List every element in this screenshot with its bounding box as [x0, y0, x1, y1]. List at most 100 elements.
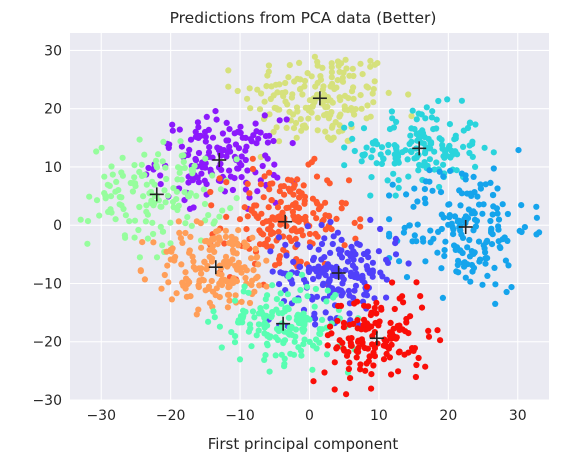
- data-point: [361, 125, 367, 131]
- data-point: [313, 215, 319, 221]
- data-point: [324, 351, 330, 357]
- data-point: [420, 239, 426, 245]
- data-point: [297, 76, 303, 82]
- data-point: [487, 218, 493, 224]
- data-point: [298, 348, 304, 354]
- data-point: [332, 386, 338, 392]
- data-point: [329, 125, 335, 131]
- data-point: [187, 234, 193, 240]
- data-point: [337, 97, 343, 103]
- data-point: [289, 227, 295, 233]
- data-point: [257, 305, 263, 311]
- data-point: [304, 284, 310, 290]
- data-point: [266, 133, 272, 139]
- data-point: [132, 218, 138, 224]
- data-point: [229, 237, 235, 243]
- data-point: [246, 190, 252, 196]
- data-point: [314, 174, 320, 180]
- data-point: [518, 202, 524, 208]
- data-point: [345, 349, 351, 355]
- data-point: [251, 289, 257, 295]
- data-point: [207, 189, 213, 195]
- data-point: [433, 159, 439, 165]
- data-point: [232, 263, 238, 269]
- data-point: [273, 352, 279, 358]
- data-point: [335, 58, 341, 64]
- data-point: [101, 190, 107, 196]
- data-point: [173, 196, 179, 202]
- data-point: [99, 145, 105, 151]
- data-point: [414, 198, 420, 204]
- data-point: [305, 116, 311, 122]
- data-point: [179, 144, 185, 150]
- data-point: [349, 343, 355, 349]
- data-point: [218, 272, 224, 278]
- data-point: [438, 265, 444, 271]
- data-point: [427, 156, 433, 162]
- data-point: [497, 244, 503, 250]
- data-point: [144, 182, 150, 188]
- data-point: [93, 148, 99, 154]
- data-point: [307, 244, 313, 250]
- data-point: [365, 303, 371, 309]
- data-point: [476, 259, 482, 265]
- data-point: [174, 290, 180, 296]
- data-point: [206, 127, 212, 133]
- data-point: [393, 251, 399, 257]
- data-point: [453, 133, 459, 139]
- data-point: [434, 250, 440, 256]
- data-point: [255, 261, 261, 267]
- data-point: [473, 223, 479, 229]
- data-point: [214, 285, 220, 291]
- data-point: [223, 254, 229, 260]
- data-point: [457, 202, 463, 208]
- data-point: [297, 287, 303, 293]
- data-point: [103, 195, 109, 201]
- data-point: [244, 96, 250, 102]
- data-point: [269, 313, 275, 319]
- data-point: [264, 333, 270, 339]
- data-point: [368, 312, 374, 318]
- data-point: [237, 356, 243, 362]
- data-point: [385, 142, 391, 148]
- data-point: [280, 93, 286, 99]
- data-point: [346, 177, 352, 183]
- data-point: [370, 99, 376, 105]
- data-point: [466, 237, 472, 243]
- data-point: [352, 148, 358, 154]
- data-point: [327, 137, 333, 143]
- x-tick-label: 10: [370, 408, 388, 424]
- data-point: [394, 334, 400, 340]
- data-point: [370, 260, 376, 266]
- data-point: [312, 321, 318, 327]
- data-point: [244, 267, 250, 273]
- data-point: [482, 145, 488, 151]
- data-point: [283, 205, 289, 211]
- data-point: [242, 275, 248, 281]
- data-point: [323, 298, 329, 304]
- data-point: [278, 199, 284, 205]
- data-point: [364, 360, 370, 366]
- data-point: [203, 134, 209, 140]
- data-point: [315, 115, 321, 121]
- data-point: [321, 92, 327, 98]
- data-point: [256, 282, 262, 288]
- data-point: [189, 223, 195, 229]
- data-point: [274, 296, 280, 302]
- data-point: [137, 254, 143, 260]
- data-point: [405, 330, 411, 336]
- data-point: [329, 226, 335, 232]
- data-point: [457, 228, 463, 234]
- data-point: [182, 220, 188, 226]
- data-point: [368, 371, 374, 377]
- data-point: [212, 314, 218, 320]
- data-point: [276, 281, 282, 287]
- data-point: [290, 140, 296, 146]
- data-point: [285, 177, 291, 183]
- data-point: [321, 254, 327, 260]
- data-point: [254, 254, 260, 260]
- data-point: [320, 83, 326, 89]
- data-point: [362, 368, 368, 374]
- data-point: [287, 351, 293, 357]
- data-point: [434, 117, 440, 123]
